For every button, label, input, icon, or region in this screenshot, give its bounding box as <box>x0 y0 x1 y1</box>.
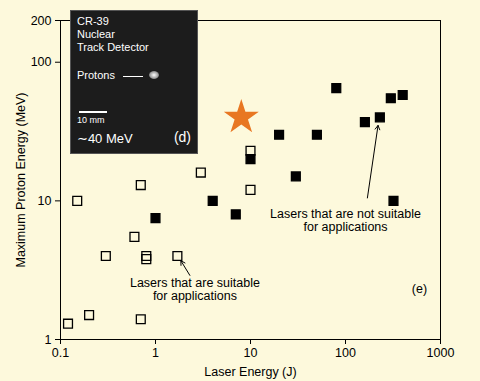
html-text:Nuclear: Nuclear <box>77 28 115 40</box>
svg-text:Maximum Proton Energy (MeV): Maximum Proton Energy (MeV) <box>14 92 28 267</box>
html-text:CR-39: CR-39 <box>77 15 109 27</box>
svg-text:1: 1 <box>45 333 52 347</box>
svg-text:(e): (e) <box>412 282 427 296</box>
svg-text:1: 1 <box>152 346 159 360</box>
svg-text:200: 200 <box>31 14 52 28</box>
svg-text:100: 100 <box>31 55 52 69</box>
svg-text:1000: 1000 <box>427 346 455 360</box>
html-text:Protons: Protons <box>77 69 115 81</box>
html-text:∼40 MeV: ∼40 MeV <box>77 131 133 146</box>
svg-text:Lasers that are suitablefor ap: Lasers that are suitablefor applications <box>130 276 260 303</box>
html-text:(d): (d) <box>173 129 191 145</box>
html-text:10 mm: 10 mm <box>77 115 105 125</box>
svg-text:Laser Energy (J): Laser Energy (J) <box>204 365 296 379</box>
svg-text:Lasers that are not suitablefo: Lasers that are not suitablefor applicat… <box>270 207 421 234</box>
svg-text:10: 10 <box>244 346 258 360</box>
svg-text:100: 100 <box>335 346 356 360</box>
html-text:Track Detector: Track Detector <box>77 41 149 53</box>
svg-text:0.1: 0.1 <box>52 346 69 360</box>
svg-text:10: 10 <box>38 194 52 208</box>
